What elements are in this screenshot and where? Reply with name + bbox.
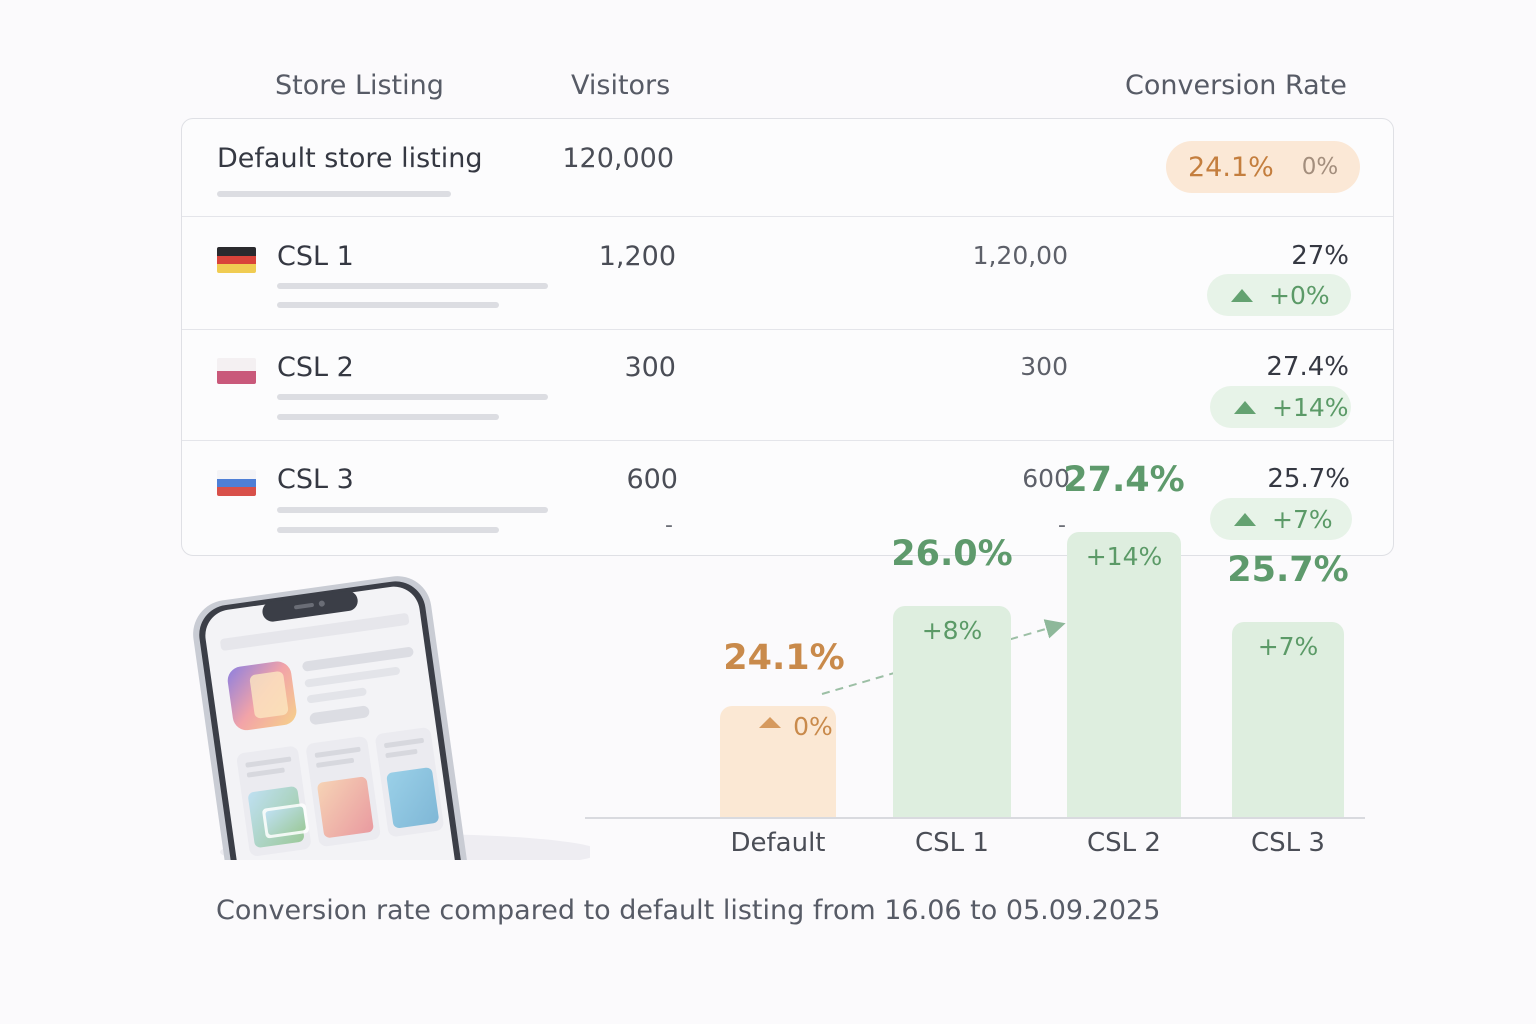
visitors-value: 300: [624, 352, 676, 383]
listing-name: CSL 1: [277, 241, 354, 272]
change-value: +7%: [1272, 504, 1333, 534]
header-conversion-rate: Conversion Rate: [1125, 70, 1347, 101]
germany-flag-icon: [217, 247, 256, 273]
secondary-value: 1,20,00: [972, 241, 1068, 270]
russia-flag-icon: [217, 470, 256, 496]
conversion-rate-value: 27.4%: [1266, 352, 1349, 382]
placeholder-line: [277, 394, 548, 400]
table-row[interactable]: CSL 2 300 300 27.4% +14%: [182, 329, 1393, 441]
chart-bar-change-label: +14%: [1085, 541, 1163, 571]
chart-bar: [1232, 621, 1344, 817]
placeholder-dash: -: [1058, 513, 1066, 538]
secondary-value: 600: [1022, 464, 1070, 493]
arrow-up-icon: [1234, 400, 1256, 414]
placeholder-line: [277, 507, 548, 513]
conversion-rate-value: 27%: [1291, 241, 1349, 271]
arrow-up-icon: [1231, 288, 1253, 302]
chart-bar: [1067, 531, 1181, 817]
phone-illustration: [160, 576, 590, 880]
change-value: +14%: [1272, 392, 1349, 422]
conversion-rate-value: 25.7%: [1267, 464, 1350, 494]
header-visitors: Visitors: [571, 70, 671, 101]
chart-category-label: CSL 3: [1251, 828, 1325, 858]
placeholder-line: [277, 283, 548, 289]
visitors-value: 120,000: [562, 143, 674, 174]
chart-caption: Conversion rate compared to default list…: [216, 895, 1161, 926]
visitors-value: 1,200: [598, 241, 676, 272]
change-value: +0%: [1269, 280, 1330, 310]
secondary-value: 300: [1020, 352, 1068, 381]
listing-table: Default store listing 120,000 24.1% 0% C…: [181, 118, 1394, 556]
header-store-listing: Store Listing: [275, 70, 444, 101]
table-row[interactable]: CSL 3 600 600 - - 25.7% +7%: [182, 440, 1393, 556]
chart-value-label: 25.7%: [1227, 549, 1349, 590]
chart-value-label: 24.1%: [723, 638, 845, 679]
change-badge: +0%: [1207, 274, 1351, 316]
placeholder-line: [217, 191, 451, 197]
chart-bar-change-label: +7%: [1257, 631, 1319, 661]
table-row-default[interactable]: Default store listing 120,000 24.1% 0%: [182, 119, 1393, 216]
arrow-up-icon: [759, 716, 782, 728]
conversion-rate-value: 24.1%: [1188, 151, 1274, 183]
chart-bar: [893, 605, 1011, 817]
listing-name: CSL 3: [277, 464, 354, 495]
visitors-value: 600: [626, 464, 678, 495]
chart-bar-change-label: +8%: [921, 615, 983, 645]
conversion-badge: 24.1% 0%: [1166, 141, 1360, 193]
listing-name: CSL 2: [277, 352, 354, 383]
arrow-up-icon: [1234, 512, 1256, 526]
chart-value-label: 27.4%: [1063, 459, 1185, 500]
poland-flag-icon: [217, 358, 256, 384]
table-row[interactable]: CSL 1 1,200 1,20,00 27% +0%: [182, 216, 1393, 330]
change-badge: +14%: [1210, 386, 1351, 428]
placeholder-line: [277, 302, 499, 308]
placeholder-dash: -: [665, 513, 673, 538]
chart-category-label: Default: [730, 828, 826, 858]
placeholder-line: [277, 527, 499, 533]
listing-name: Default store listing: [217, 143, 483, 174]
conversion-change-value: 0%: [1301, 154, 1339, 180]
chart-category-label: CSL 1: [915, 828, 989, 858]
chart-bar-change-label: 0%: [726, 712, 866, 741]
chart-category-label: CSL 2: [1087, 828, 1161, 858]
placeholder-line: [277, 414, 499, 420]
chart-value-label: 26.0%: [891, 533, 1013, 574]
change-badge: +7%: [1210, 498, 1352, 540]
trend-arrow: [821, 619, 1066, 695]
